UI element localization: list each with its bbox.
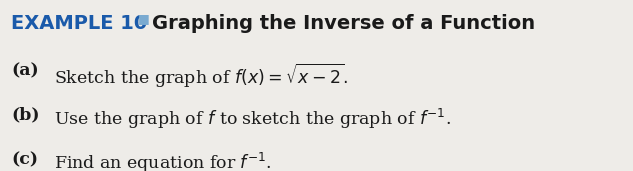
Text: Graphing the Inverse of a Function: Graphing the Inverse of a Function [152,14,535,33]
Text: (b): (b) [11,107,40,124]
Text: (a): (a) [11,62,39,79]
Text: (c): (c) [11,151,39,168]
Text: EXAMPLE 10: EXAMPLE 10 [11,14,147,33]
Text: Use the graph of $f$ to sketch the graph of $f^{-1}$.: Use the graph of $f$ to sketch the graph… [54,107,451,131]
Text: Find an equation for $f^{-1}$.: Find an equation for $f^{-1}$. [54,151,272,171]
Text: Sketch the graph of $f(x) = \sqrt{x-2}.$: Sketch the graph of $f(x) = \sqrt{x-2}.$ [54,62,348,90]
Text: ■: ■ [138,12,150,25]
